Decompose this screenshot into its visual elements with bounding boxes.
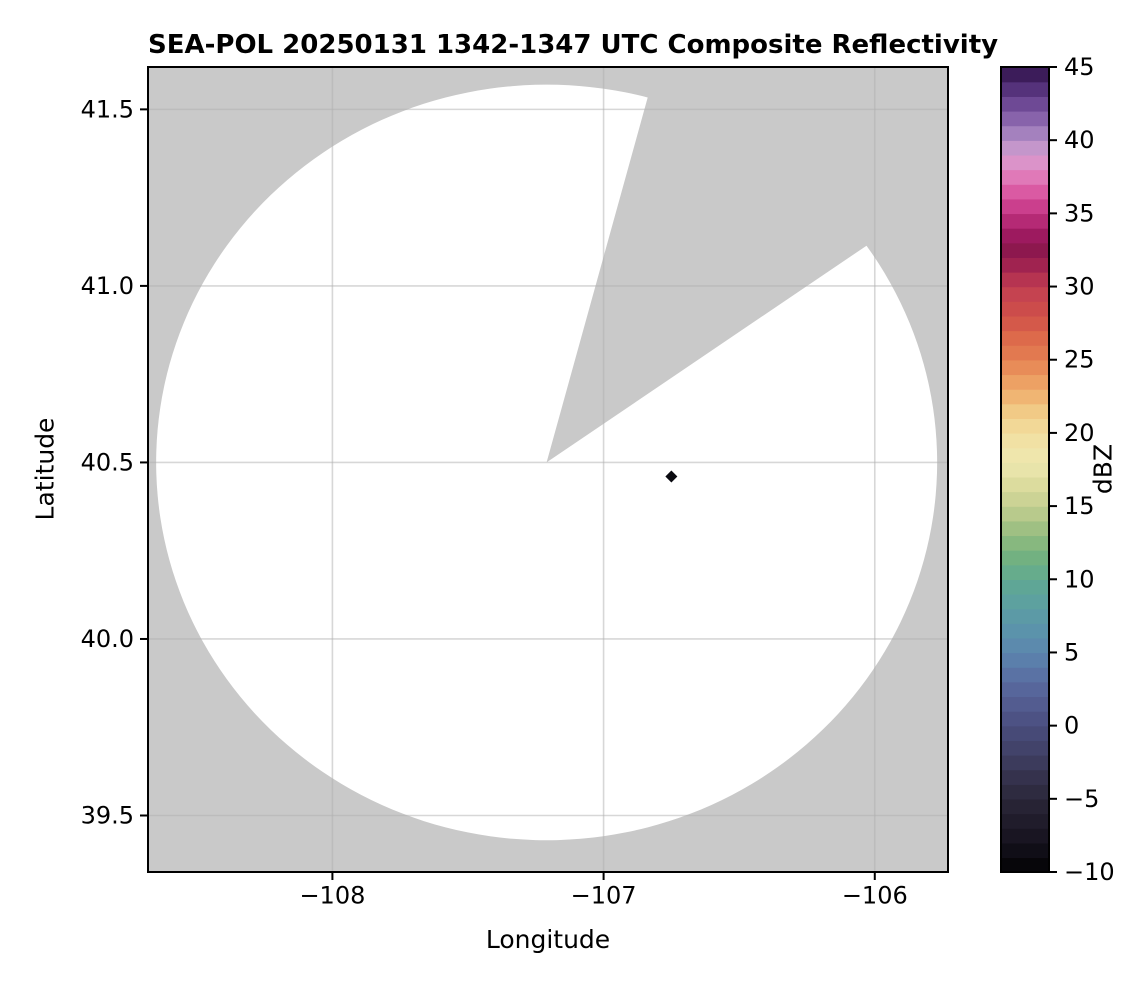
colorbar-segment [1001,81,1049,97]
colorbar-segment [1001,667,1049,683]
colorbar-segment [1001,389,1049,405]
colorbar-segment [1001,491,1049,507]
colorbar-segment [1001,784,1049,800]
colorbar-segment [1001,169,1049,185]
colorbar-segment [1001,550,1049,566]
colorbar-segment [1001,462,1049,478]
colorbar-segment [1001,286,1049,302]
colorbar-segment [1001,754,1049,771]
colorbar-segment [1001,725,1049,741]
colorbar-segment [1001,564,1049,580]
y-tick-label: 40.5 [81,448,134,476]
colorbar-tick-label: 35 [1064,199,1095,227]
colorbar-segment [1001,828,1049,844]
colorbar-tick-label: −5 [1064,785,1099,813]
colorbar-segment [1001,652,1049,668]
y-tick-label: 39.5 [81,802,134,830]
colorbar-tick-label: 40 [1064,126,1095,154]
colorbar-segment [1001,681,1049,698]
colorbar-segment [1001,506,1049,522]
x-tick-label: −107 [571,882,637,910]
colorbar-border [1000,66,1050,873]
colorbar-tick-label: 10 [1064,565,1095,593]
colorbar-segment [1001,623,1049,639]
x-tick-label: −108 [299,882,365,910]
colorbar-segment [1001,769,1049,785]
colorbar-segment [1001,637,1049,654]
colorbar-tick-label: −10 [1064,858,1115,886]
y-tick-label: 41.0 [81,272,134,300]
colorbar-segment [1001,184,1049,200]
colorbar-segment [1001,432,1049,449]
colorbar-segment [1001,315,1049,332]
colorbar-label: dBZ [1088,443,1118,495]
colorbar-tick-label: 20 [1064,419,1095,447]
colorbar-segment [1001,798,1049,815]
colorbar-tick-label: 30 [1064,273,1095,301]
x-axis-label: Longitude [485,925,611,954]
colorbar-segment [1001,857,1049,873]
colorbar-segment [1001,198,1049,215]
colorbar-segment [1001,535,1049,551]
colorbar-segment [1001,359,1049,376]
colorbar-segment [1001,447,1049,463]
axes-border [147,66,949,873]
colorbar-segment [1001,374,1049,390]
colorbar-segment [1001,213,1049,229]
y-tick-label: 40.0 [81,625,134,653]
colorbar-segment [1001,330,1049,346]
colorbar-segment [1001,593,1049,610]
reflectivity-echo-marker [665,470,678,483]
colorbar-segment [1001,418,1049,434]
colorbar-segment [1001,711,1049,727]
colorbar-segment [1001,520,1049,537]
colorbar-segment [1001,110,1049,127]
colorbar-segment [1001,608,1049,624]
colorbar-segment [1001,228,1049,244]
y-axis-label: Latitude [30,417,60,521]
colorbar-segment [1001,403,1049,419]
y-tick-label: 41.5 [81,95,134,123]
colorbar-segment [1001,257,1049,273]
colorbar-segment [1001,813,1049,829]
x-tick-label: −106 [842,882,908,910]
chart-title: SEA-POL 20250131 1342-1347 UTC Composite… [148,30,999,60]
colorbar-tick-label: 25 [1064,346,1095,374]
colorbar-segment [1001,242,1049,258]
colorbar-segment [1001,696,1049,712]
colorbar-segment [1001,740,1049,756]
colorbar-segment [1001,579,1049,595]
colorbar-segment [1001,140,1049,156]
colorbar-segment [1001,125,1049,141]
colorbar-tick-label: 0 [1064,712,1079,740]
colorbar-tick-label: 15 [1064,492,1095,520]
colorbar-segment [1001,301,1049,317]
colorbar-segment [1001,842,1049,859]
colorbar-segment [1001,96,1049,112]
colorbar-segment [1001,476,1049,493]
colorbar-segment [1001,345,1049,361]
colorbar-tick-label: 45 [1064,53,1095,81]
colorbar-segment [1001,271,1049,288]
colorbar-segment [1001,67,1049,83]
colorbar-tick-label: 5 [1064,638,1079,666]
colorbar-segment [1001,154,1049,171]
